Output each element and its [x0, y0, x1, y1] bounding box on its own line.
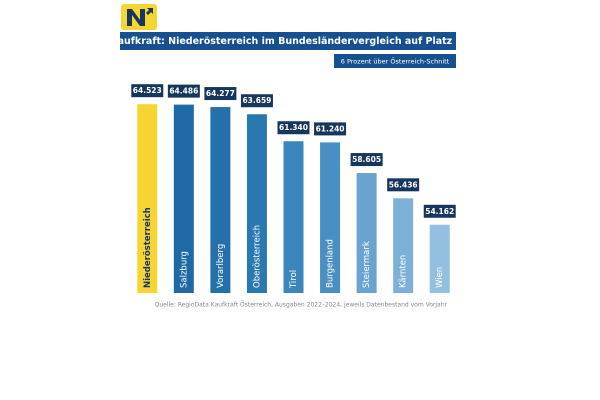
- logo-arrow: [146, 8, 153, 15]
- category-label: Niederösterreich: [143, 207, 153, 288]
- value-label: 61.340: [279, 123, 308, 132]
- value-label: 56.436: [389, 180, 418, 189]
- value-label: 58.605: [352, 155, 381, 164]
- category-label: Steiermark: [362, 241, 372, 288]
- value-label: 64.523: [133, 86, 162, 95]
- value-label-bg: [204, 87, 237, 101]
- value-label: 63.659: [242, 96, 271, 105]
- category-label: Tirol: [289, 270, 299, 289]
- chart-title: Kaufkraft: Niederösterreich im Bundeslän…: [110, 36, 466, 47]
- value-label-bg: [423, 204, 456, 218]
- subtitle-box: [334, 54, 456, 68]
- value-label-bg: [387, 178, 420, 192]
- value-label: 64.486: [169, 87, 198, 96]
- bar: [320, 142, 341, 293]
- bar: [393, 198, 414, 293]
- bar: [283, 141, 304, 293]
- logo: [121, 4, 157, 30]
- bar: [210, 107, 231, 293]
- value-label-bg: [240, 94, 273, 108]
- category-label: Oberösterreich: [252, 225, 262, 288]
- bar: [137, 104, 158, 293]
- title-bar: [120, 32, 456, 50]
- bar: [246, 114, 267, 293]
- category-label: Salzburg: [179, 251, 189, 288]
- bar: [356, 173, 377, 293]
- bar: [429, 224, 450, 293]
- category-label: Burgenland: [326, 239, 336, 288]
- value-label: 64.277: [206, 89, 235, 98]
- logo-mark: [127, 9, 145, 26]
- value-label: 54.162: [425, 207, 454, 216]
- value-label-bg: [350, 153, 383, 167]
- source: Quelle: RegioData Kaufkraft Österreich, …: [155, 302, 448, 309]
- value-label-bg: [314, 122, 347, 136]
- value-label-bg: [277, 121, 310, 135]
- bar: [173, 104, 194, 293]
- value-label-bg: [131, 84, 164, 98]
- logo-bg: [121, 4, 157, 30]
- value-label-bg: [167, 84, 200, 98]
- category-label: Kärnten: [399, 255, 409, 288]
- category-label: Wien: [435, 267, 445, 288]
- subtitle: 6 Prozent über Österreich-Schnitt: [341, 57, 450, 66]
- value-label: 61.240: [316, 124, 345, 133]
- category-label: Vorarlberg: [216, 244, 226, 288]
